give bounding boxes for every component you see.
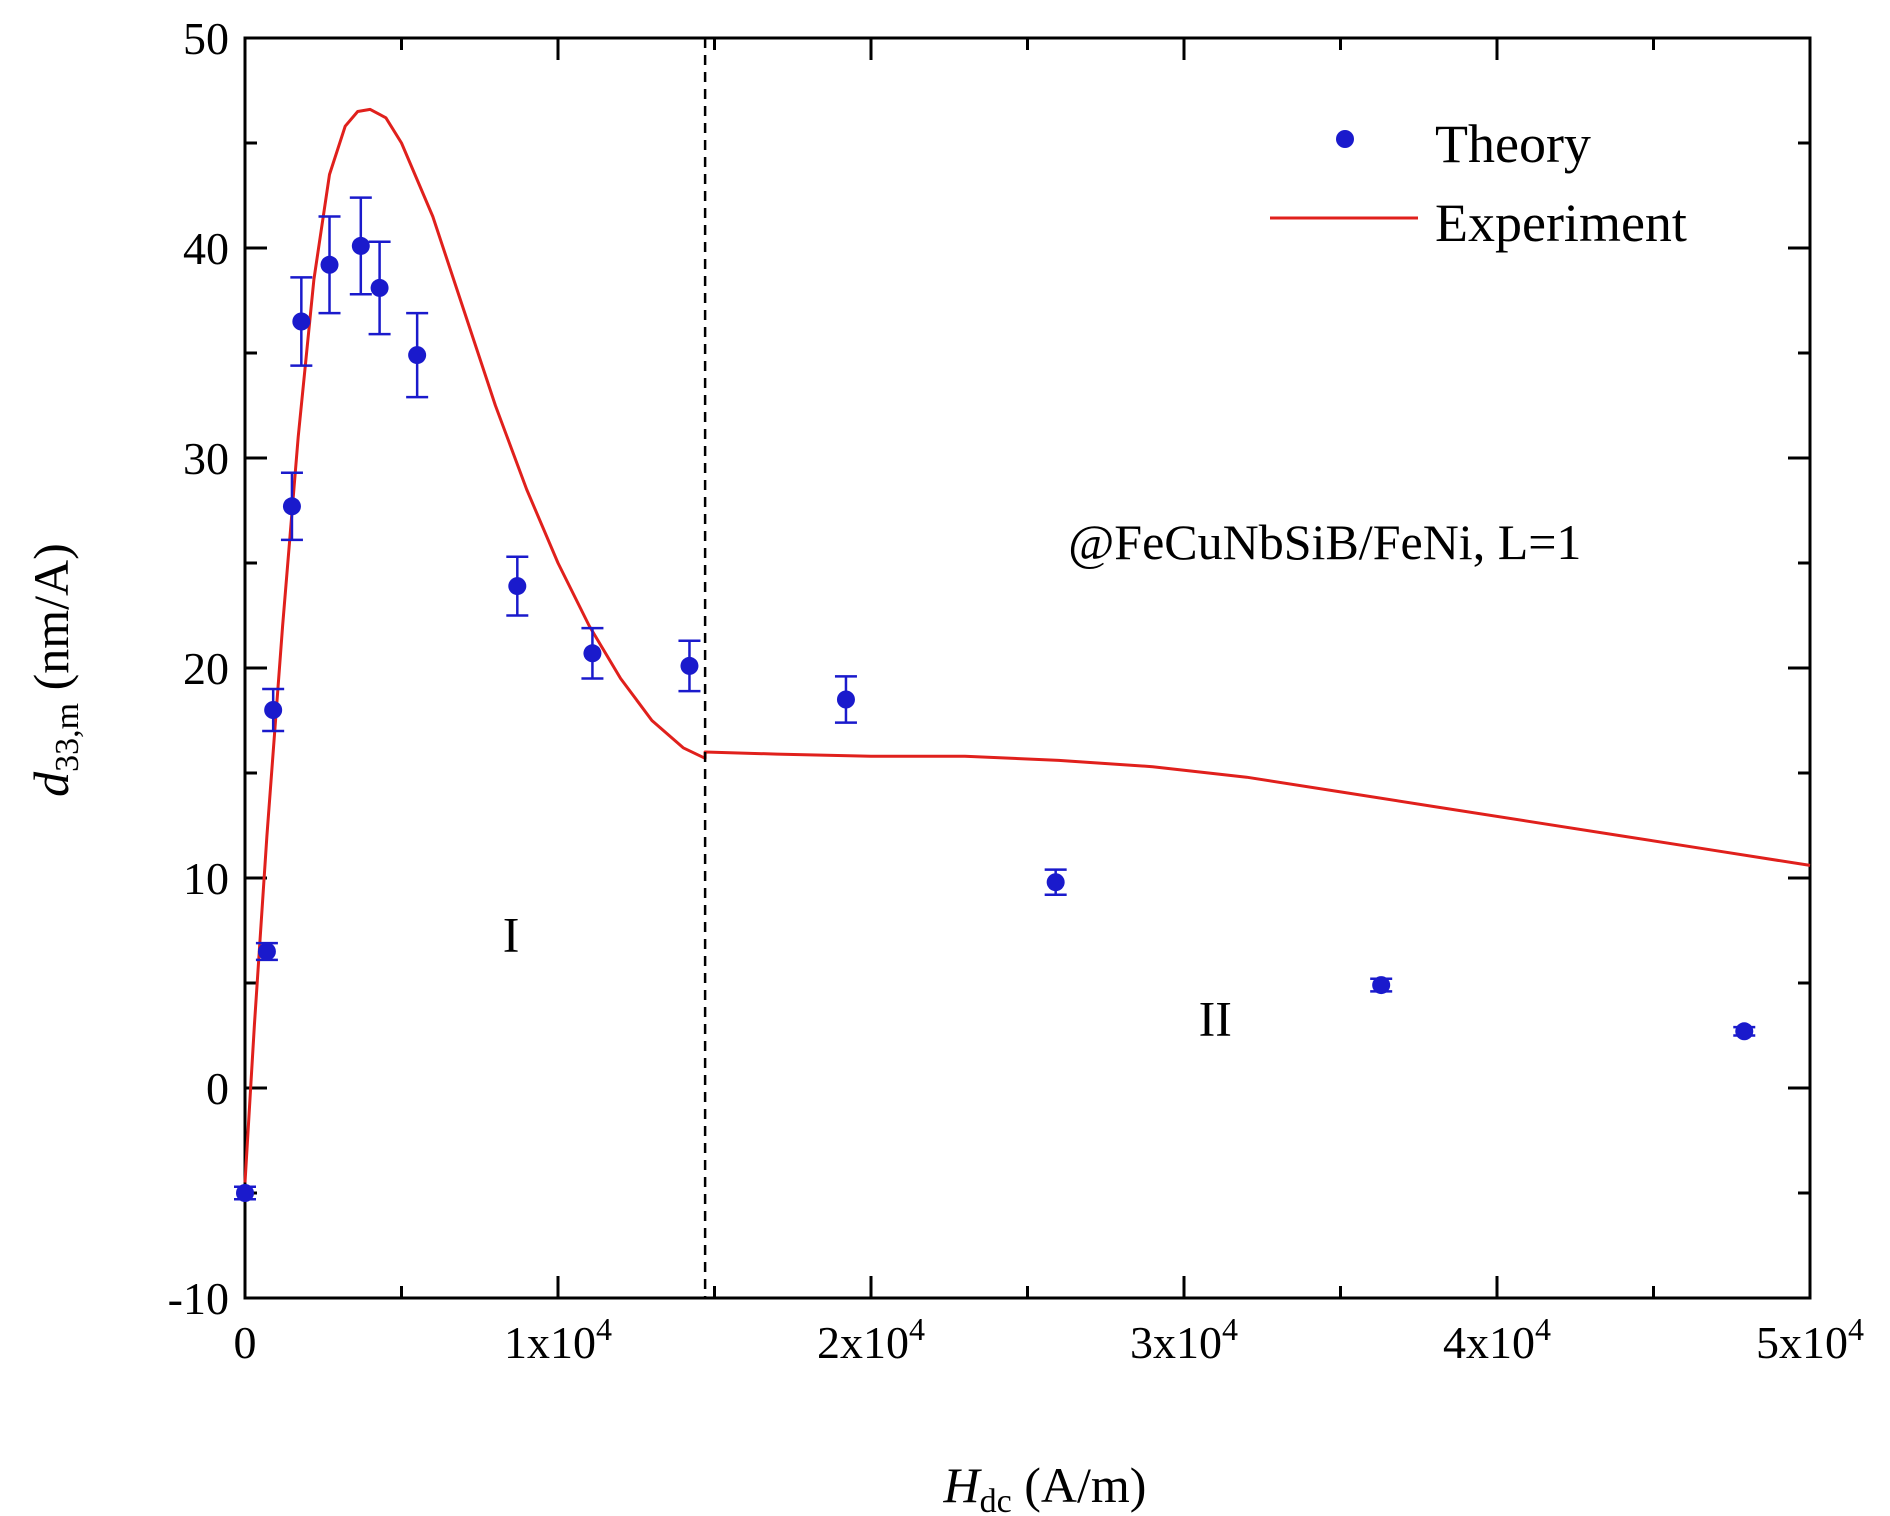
theory-point <box>368 240 391 336</box>
legend: Theory Experiment <box>1270 114 1687 253</box>
theory-point <box>255 941 278 962</box>
x-axis-subscript: dc <box>980 1483 1012 1516</box>
theory-point <box>262 687 285 733</box>
theory-marker <box>292 312 311 331</box>
theory-point <box>506 555 529 617</box>
x-tick-label: 3x104 <box>1130 1311 1238 1368</box>
annotation-layer: III@FeCuNbSiB/FeNi, L=1 <box>503 514 1582 1047</box>
y-tick-label: 20 <box>183 643 229 694</box>
theory-marker <box>408 346 427 365</box>
y-tick-labels: -10 0 10 20 30 40 50 <box>168 13 229 1324</box>
theory-marker <box>351 236 370 255</box>
y-tick-label: 50 <box>183 13 229 64</box>
y-tick-label: 30 <box>183 433 229 484</box>
y-tick-label: 10 <box>183 853 229 904</box>
theory-point <box>581 626 604 680</box>
y-tick-label: 0 <box>206 1063 229 1114</box>
x-tick-labels: 0 1x104 2x104 3x104 4x104 5x104 <box>234 1311 1865 1368</box>
theory-marker <box>282 497 301 516</box>
theory-marker <box>508 577 527 596</box>
theory-point <box>834 675 857 724</box>
legend-experiment-label: Experiment <box>1435 193 1687 253</box>
region-label-2: II <box>1199 991 1232 1047</box>
theory-marker <box>836 690 855 709</box>
theory-marker <box>1372 976 1391 995</box>
x-tick-label: 4x104 <box>1443 1311 1551 1368</box>
experiment-series-line <box>243 107 1811 1183</box>
x-tick-label: 5x104 <box>1756 1311 1864 1368</box>
theory-marker <box>264 701 283 719</box>
theory-point <box>290 276 313 367</box>
y-axis-subscript: 33,m <box>49 703 86 772</box>
theory-point <box>1370 976 1393 995</box>
x-tick-label: 0 <box>234 1317 257 1368</box>
y-axis-unit: (nm/A) <box>23 543 79 703</box>
sample-annotation: @FeCuNbSiB/FeNi, L=1 <box>1068 514 1581 570</box>
region-label-1: I <box>503 907 520 963</box>
theory-point <box>1044 868 1067 897</box>
x-axis-unit: (A/m) <box>1012 1457 1147 1513</box>
theory-marker <box>680 656 699 675</box>
theory-marker <box>1046 873 1065 892</box>
x-tick-label: 1x104 <box>504 1311 612 1368</box>
theory-marker <box>1735 1022 1754 1041</box>
legend-theory-label: Theory <box>1435 114 1591 174</box>
theory-point <box>318 215 341 315</box>
theory-point <box>234 1184 256 1202</box>
theory-point <box>280 471 303 542</box>
theory-marker <box>257 942 276 961</box>
x-tick-label: 2x104 <box>817 1311 925 1368</box>
theory-marker <box>320 255 339 274</box>
theory-marker <box>583 644 602 663</box>
theory-point <box>1733 1022 1756 1041</box>
x-axis-symbol: H <box>943 1457 983 1513</box>
axis-ticks <box>243 36 1812 1300</box>
y-axis-title: d33,m (nm/A) <box>23 543 86 797</box>
y-tick-label: -10 <box>168 1273 229 1324</box>
theory-marker <box>236 1184 254 1202</box>
theory-layer <box>234 196 1756 1202</box>
theory-marker <box>370 278 389 297</box>
x-axis-title: Hdc (A/m) <box>943 1457 1147 1516</box>
y-axis-symbol: d <box>23 771 79 797</box>
theory-point <box>406 311 429 399</box>
legend-theory-marker <box>1336 130 1354 148</box>
y-tick-label: 40 <box>183 223 229 274</box>
theory-point <box>678 639 701 693</box>
theory-point <box>349 196 372 296</box>
experiment-layer <box>243 107 1811 1183</box>
